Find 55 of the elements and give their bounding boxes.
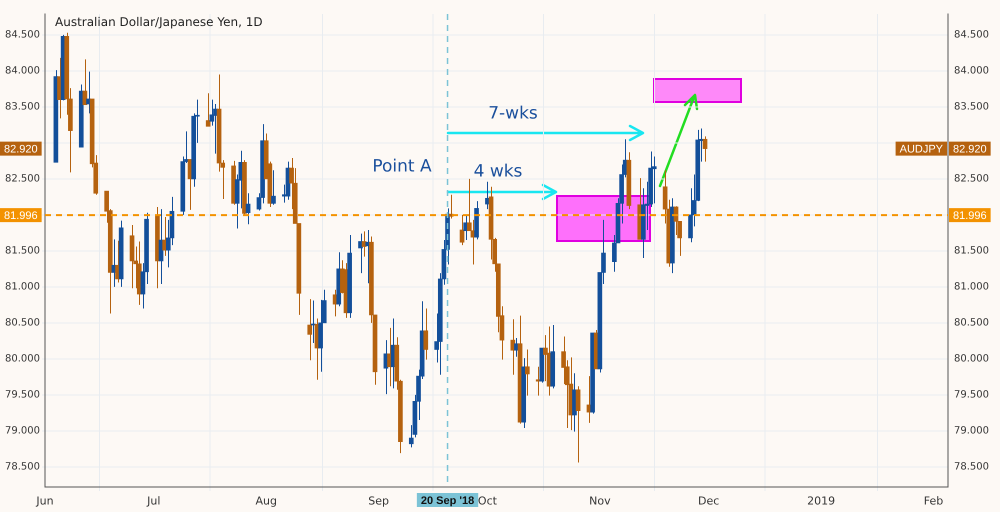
y-tick-label: 82.500 [5,173,40,184]
text: 81.996 [4,210,38,222]
candlestick [576,386,580,464]
x-tick-label: Jun [35,494,54,508]
candlestick [423,308,428,360]
x-tick-label: Dec [698,494,720,508]
x-tick-label: Aug [255,494,277,508]
candlestick [702,136,708,162]
annotation: 4 wks [474,161,523,182]
y-tick-label: 80.500 [5,317,40,328]
x-tick-label: Feb [924,494,944,508]
candlestick [86,71,91,114]
x-tick-label: Jul [146,494,160,508]
y2-tick-label: 84.500 [954,29,989,40]
y-tick-label: 81.000 [5,281,40,292]
candlestick [460,214,464,246]
ref-line-label: 20 Sep '18 [420,495,474,508]
y2-tick-label: 81.000 [954,281,989,292]
x-tick-label: Nov [589,494,612,508]
y2-tick-label: 80.000 [954,353,989,364]
annotation: Point A [372,156,432,176]
annotation: AUDJPY [900,144,944,156]
y-tick-label: 83.500 [5,101,40,112]
candlestick [311,300,316,344]
y-tick-label: 79.500 [5,389,40,400]
y-tick-label: 84.500 [5,29,40,40]
candlestick [674,206,678,236]
candlestick [358,233,363,274]
candlestick [307,298,312,361]
y2-tick-label: 81.500 [954,245,989,256]
y2-tick-label: 84.000 [954,65,989,76]
x-tick-label: 2019 [807,494,836,508]
text: 82.920 [4,144,38,156]
y-tick-label: 80.000 [5,353,40,364]
x-tick-label: Oct [478,494,498,508]
chart-title: Australian Dollar/Japanese Yen, 1D [55,15,263,30]
annotation: 7-wks [488,103,538,124]
y2-tick-label: 80.500 [954,317,989,328]
candlestick [246,192,250,225]
y2-tick-label: 79.500 [954,389,989,400]
candlestick [158,208,164,284]
text: 82.920 [953,144,987,156]
ref-line-label: 81.996 [953,210,987,222]
y-tick-label: 78.500 [5,461,40,472]
y2-tick-label: 82.500 [954,173,989,184]
y-tick-label: 84.000 [5,65,40,76]
y-tick-label: 81.500 [5,245,40,256]
y2-tick-label: 83.500 [954,101,989,112]
x-tick-label: Sep [368,494,390,508]
candlestick [524,348,530,396]
y2-tick-label: 78.500 [954,461,989,472]
y-tick-label: 79.000 [5,425,40,436]
candlestick [271,170,276,206]
y2-tick-label: 79.000 [954,425,989,436]
candlestick [206,92,211,127]
